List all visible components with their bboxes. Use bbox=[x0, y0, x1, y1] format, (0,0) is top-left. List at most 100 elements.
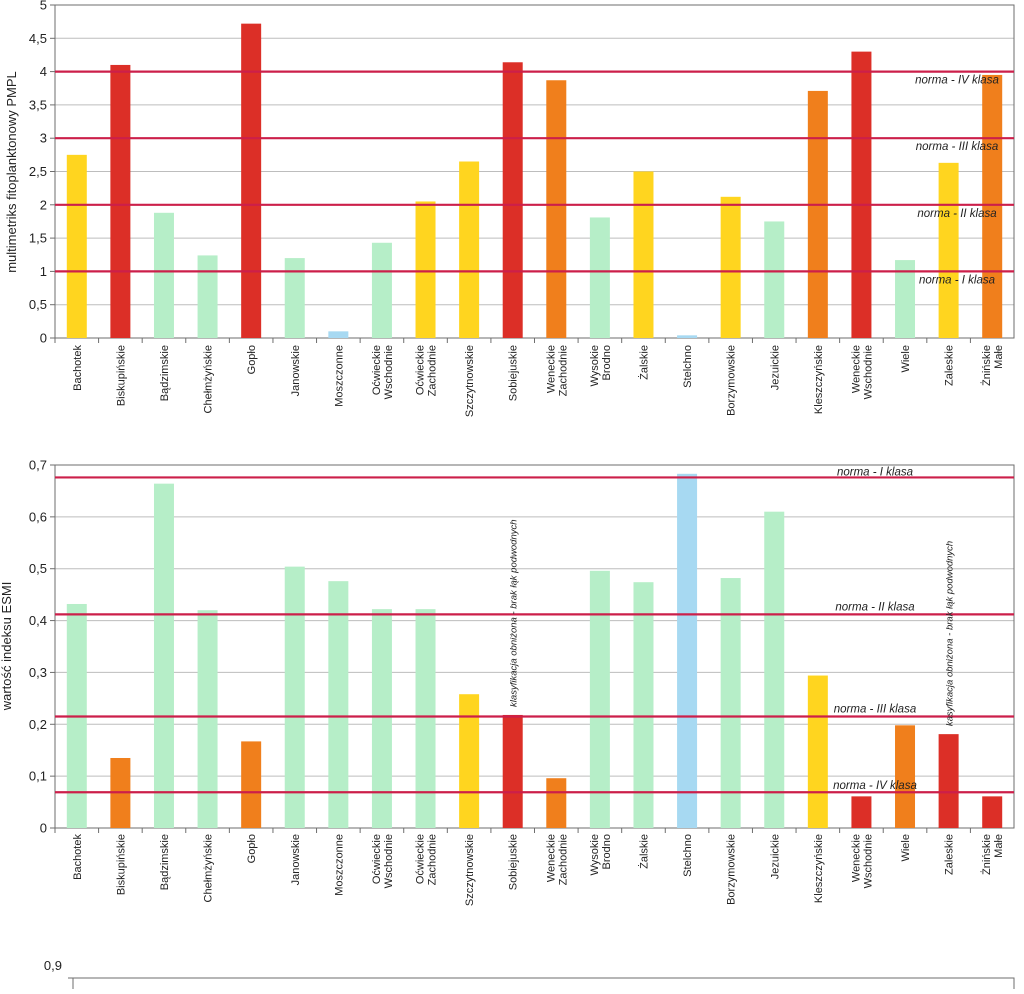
bar-wysokie-brodno bbox=[589, 217, 610, 338]
y-tick-label: 0 bbox=[40, 331, 47, 346]
category-label: Zachodnie bbox=[427, 345, 439, 396]
bar-zaleskie bbox=[938, 162, 959, 338]
bar-weneckie-wschodnie bbox=[851, 51, 872, 339]
bar-szczytnowskie bbox=[459, 161, 480, 338]
bar-janowskie bbox=[284, 566, 305, 828]
norm-label: norma - III klasa bbox=[916, 141, 998, 153]
category-label: Weneckie bbox=[545, 834, 557, 882]
y-tick-label: 1 bbox=[40, 264, 47, 279]
bar-żnińskie-małe bbox=[982, 796, 1003, 828]
bar-borzymowskie bbox=[720, 578, 741, 828]
y-tick-label: 4,5 bbox=[29, 31, 47, 46]
category-label: Wschodnie bbox=[862, 834, 874, 888]
bar-moszczonne bbox=[328, 331, 349, 338]
category-label: Kleszczyńskie bbox=[813, 345, 825, 414]
bar-wysokie-brodno bbox=[589, 570, 610, 828]
category-label: Moszczonne bbox=[333, 834, 345, 896]
category-label: Jezuickie bbox=[769, 345, 781, 390]
bar-żalskie bbox=[633, 171, 654, 338]
bar-gopło bbox=[241, 23, 262, 338]
bar-weneckie-zachodnie bbox=[546, 778, 567, 828]
bar-sobiejuskie bbox=[502, 62, 523, 338]
bar-oćwieckie-wschodnie bbox=[371, 609, 392, 828]
bar-żnińskie-małe bbox=[982, 74, 1003, 339]
category-label: Oćwieckie bbox=[371, 345, 383, 395]
y-tick-label: 0,7 bbox=[29, 458, 47, 473]
y-tick-label: 0,2 bbox=[29, 717, 47, 732]
bar-sobiejuskie bbox=[502, 714, 523, 828]
category-label: Sobiejuskie bbox=[508, 345, 520, 401]
norm-label: norma - I klasa bbox=[919, 274, 995, 286]
category-label: Chełmżyńskie bbox=[203, 834, 215, 902]
bar-oćwieckie-zachodnie bbox=[415, 201, 436, 338]
category-label: Wschodnie bbox=[383, 345, 395, 399]
category-label: Moszczonne bbox=[333, 345, 345, 407]
category-label: Żalskie bbox=[637, 834, 650, 869]
annotation: kasyfikacja obniżona - brak łąk podwodny… bbox=[945, 541, 956, 726]
category-label: Oćwieckie bbox=[371, 834, 383, 884]
y-tick-label: 0,5 bbox=[29, 297, 47, 312]
y-axis-label: multimetriks fitoplanktonowy PMPL bbox=[4, 71, 19, 273]
category-label: Zachodnie bbox=[557, 834, 569, 885]
category-label: Małe bbox=[993, 834, 1005, 858]
category-label: Chełmżyńskie bbox=[203, 345, 215, 413]
category-label: Małe bbox=[993, 345, 1005, 369]
y-tick-label: 2 bbox=[40, 197, 47, 212]
bar-wiele bbox=[895, 725, 916, 828]
bar-zaleskie bbox=[938, 734, 959, 828]
category-label: Weneckie bbox=[850, 834, 862, 882]
category-label: Wschodnie bbox=[383, 834, 395, 888]
category-label: Janowskie bbox=[290, 834, 302, 885]
bar-weneckie-zachodnie bbox=[546, 80, 567, 339]
category-label: Szczytnowskie bbox=[464, 345, 476, 417]
bar-oćwieckie-wschodnie bbox=[371, 242, 392, 338]
category-label: Zachodnie bbox=[557, 345, 569, 396]
category-label: Gopło bbox=[246, 834, 258, 863]
chart-1: 0 0,5 1 1,5 2 2,5 3 3,5 4 4,5 5 multimetriks fitopl… bbox=[4, 0, 1015, 417]
annotation: klasyfikacja obniżona - brak łąk podwodn… bbox=[509, 519, 520, 706]
bar-szczytnowskie bbox=[459, 694, 480, 828]
category-label: Żnińskie bbox=[980, 834, 993, 875]
category-label: Wysokie bbox=[589, 834, 601, 875]
category-label: Zaleskie bbox=[944, 345, 956, 386]
y-tick-label: 0 bbox=[40, 821, 47, 836]
norm-label: norma - II klasa bbox=[835, 601, 914, 613]
y-tick-label: 0,5 bbox=[29, 561, 47, 576]
bar-chełmżyńskie bbox=[197, 610, 218, 828]
y-tick-label: 0,4 bbox=[29, 613, 47, 628]
bar-bądzimskie bbox=[153, 483, 174, 828]
category-label: Janowskie bbox=[290, 345, 302, 396]
bar-stelchno bbox=[677, 335, 698, 338]
y-tick-label: 0,6 bbox=[29, 509, 47, 524]
category-label: Borzymowskie bbox=[726, 345, 738, 416]
plot-frame bbox=[72, 977, 1015, 994]
bar-bądzimskie bbox=[153, 212, 174, 338]
norm-label: norma - II klasa bbox=[917, 208, 996, 220]
bar-weneckie-wschodnie bbox=[851, 796, 872, 828]
category-label: Szczytnowskie bbox=[464, 834, 476, 906]
category-label: Weneckie bbox=[850, 345, 862, 393]
bar-wiele bbox=[895, 260, 916, 338]
category-label: Biskupińskie bbox=[115, 834, 127, 895]
bar-moszczonne bbox=[328, 581, 349, 828]
y-tick-label: 2,5 bbox=[29, 164, 47, 179]
y-tick-label: 0,9 bbox=[44, 958, 62, 973]
category-label: Stelchno bbox=[682, 834, 694, 877]
bar-gopło bbox=[241, 741, 262, 828]
norm-label: norma - IV klasa bbox=[915, 75, 999, 87]
category-label: Borzymowskie bbox=[726, 834, 738, 905]
category-label: Kleszczyńskie bbox=[813, 834, 825, 903]
norm-label: norma - IV klasa bbox=[833, 780, 917, 792]
category-label: Żnińskie bbox=[980, 345, 993, 386]
bar-kleszczyńskie bbox=[807, 90, 828, 338]
category-label: Sobiejuskie bbox=[508, 834, 520, 890]
y-tick-label: 0,3 bbox=[29, 665, 47, 680]
category-label: Brodno bbox=[601, 834, 613, 869]
y-tick-label: 3,5 bbox=[29, 97, 47, 112]
bar-janowskie bbox=[284, 258, 305, 338]
y-axis-label: wartość indeksu ESMI bbox=[0, 582, 14, 712]
category-label: Stelchno bbox=[682, 345, 694, 388]
bar-kleszczyńskie bbox=[807, 675, 828, 828]
category-label: Wschodnie bbox=[862, 345, 874, 399]
